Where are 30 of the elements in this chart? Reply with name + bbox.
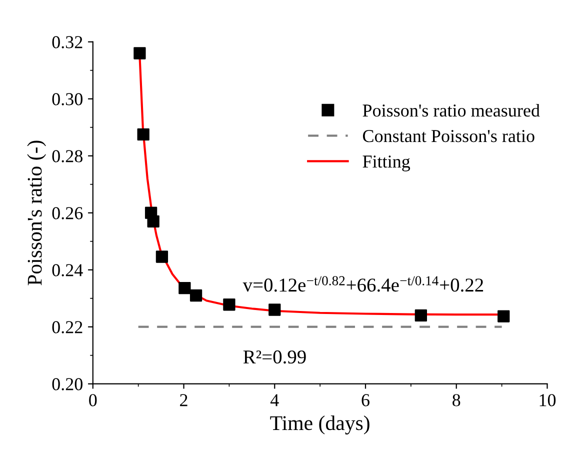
y-axis-title: Poisson's ratio (-) bbox=[27, 140, 46, 286]
point bbox=[414, 309, 428, 322]
y-tick-label: 0.22 bbox=[52, 321, 82, 334]
x-tick-label: 6 bbox=[362, 394, 370, 406]
y-tick-label: 0.32 bbox=[52, 36, 82, 48]
annotation: v=0.12e$^{−t/0.82}$+66.4e$^{−t/0.14}$+0.22 bbox=[242, 276, 484, 292]
x-tick-label: 4 bbox=[270, 394, 279, 406]
point bbox=[268, 304, 281, 316]
y-tick-label: 0.20 bbox=[52, 378, 82, 390]
point bbox=[223, 298, 236, 311]
legend-label: Poisson's ratio measured bbox=[362, 104, 540, 117]
point bbox=[134, 47, 146, 60]
point bbox=[190, 289, 202, 302]
y-tick-label: 0.24 bbox=[52, 264, 83, 276]
legend-label: Constant Poisson's ratio bbox=[362, 130, 534, 142]
y-tick-label: 0.26 bbox=[52, 207, 83, 220]
annotation: R²=0.99 bbox=[243, 350, 306, 364]
y-tick-label: 0.30 bbox=[52, 93, 82, 106]
x-tick-label: 8 bbox=[452, 394, 460, 406]
point bbox=[147, 215, 160, 228]
point bbox=[156, 250, 168, 263]
x-axis-title: Time (days) bbox=[270, 416, 370, 434]
point bbox=[137, 128, 150, 141]
x-tick-label: 0 bbox=[89, 394, 97, 406]
legend-label: Fitting bbox=[362, 156, 410, 172]
point bbox=[178, 282, 191, 294]
x-tick-label: 2 bbox=[180, 394, 188, 406]
y-tick-label: 0.28 bbox=[52, 150, 82, 162]
point bbox=[498, 310, 510, 322]
x-tick-label: 10 bbox=[540, 394, 556, 406]
